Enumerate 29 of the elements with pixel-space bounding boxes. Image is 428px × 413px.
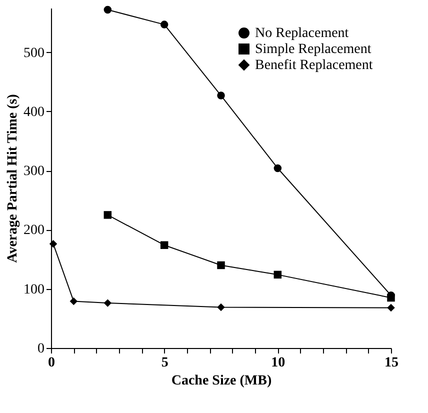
x-tick-label: 5 xyxy=(161,356,168,370)
point xyxy=(274,270,282,279)
legend-label: Benefit Replacement xyxy=(255,58,373,73)
point xyxy=(104,299,112,307)
y-tick-label: 500 xyxy=(24,46,44,61)
y-tick-label: 200 xyxy=(24,223,44,238)
y-tick-label: 100 xyxy=(24,282,44,298)
point xyxy=(217,261,225,270)
point xyxy=(387,304,395,312)
y-axis-title: Average Partial Hit Time (s) xyxy=(6,94,20,263)
point xyxy=(387,294,395,302)
legend-label: No Replacement xyxy=(255,26,349,41)
point xyxy=(274,164,282,172)
y-tick-label: 0 xyxy=(38,342,44,356)
x-tick-label: 15 xyxy=(384,356,398,370)
point xyxy=(160,241,168,249)
point xyxy=(104,211,112,219)
point xyxy=(49,240,58,248)
x-axis-title: Cache Size (MB) xyxy=(171,374,272,388)
point xyxy=(217,303,225,312)
y-tick-label: 400 xyxy=(24,104,44,120)
y-tick-label: 300 xyxy=(24,164,44,180)
point xyxy=(104,6,112,14)
x-tick-label: 0 xyxy=(48,356,55,370)
point xyxy=(217,92,225,100)
x-tick-label: 10 xyxy=(271,356,286,370)
point xyxy=(160,20,168,28)
legend-label: Simple Replacement xyxy=(255,42,372,57)
point xyxy=(70,297,78,306)
